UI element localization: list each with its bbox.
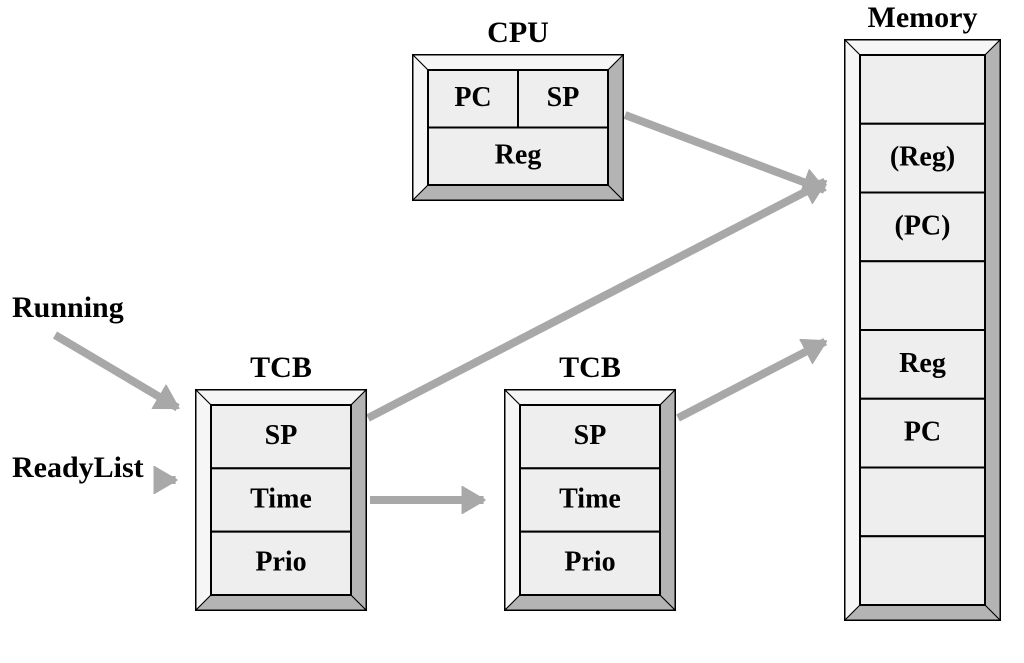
label-running: Running (12, 291, 124, 324)
box-tcb2: TCB SP Time Prio (505, 351, 675, 610)
box-tcb1: TCB SP Time Prio (196, 351, 366, 610)
box-memory: Memory (Reg) (PC) Reg PC (845, 1, 1000, 620)
tcb1-cell-label: Time (250, 483, 312, 514)
cpu-cell-label: Reg (495, 140, 542, 171)
memory-cell-label: (PC) (895, 210, 951, 241)
box-cpu: CPU PC SPReg (413, 16, 623, 200)
memory-cell (860, 536, 985, 605)
tcb1-cell-label: Prio (255, 547, 306, 578)
label-readylist: ReadyList (12, 451, 144, 484)
memory-title: Memory (868, 1, 978, 34)
cpu-cell-label: SP (547, 82, 580, 113)
memory-cell (860, 261, 985, 330)
cpu-cell-label: PC (454, 82, 491, 113)
tcb1-cell-label: SP (265, 420, 298, 451)
tcb1-title: TCB (250, 351, 312, 384)
arrow-cpu-to-memory (625, 115, 825, 190)
tcb2-cell-label: SP (574, 420, 607, 451)
tcb2-title: TCB (559, 351, 621, 384)
memory-cell-label: (Reg) (890, 142, 955, 173)
arrow-running-to-tcb1 (55, 335, 178, 408)
arrow-tcb2-to-memory (678, 342, 825, 418)
tcb2-cell-label: Prio (564, 547, 615, 578)
cpu-title: CPU (487, 16, 549, 49)
tcb2-cell-label: Time (559, 483, 621, 514)
memory-cell (860, 55, 985, 124)
memory-cell-label: Reg (899, 348, 946, 379)
memory-cell-label: PC (904, 417, 941, 448)
memory-cell (860, 468, 985, 537)
